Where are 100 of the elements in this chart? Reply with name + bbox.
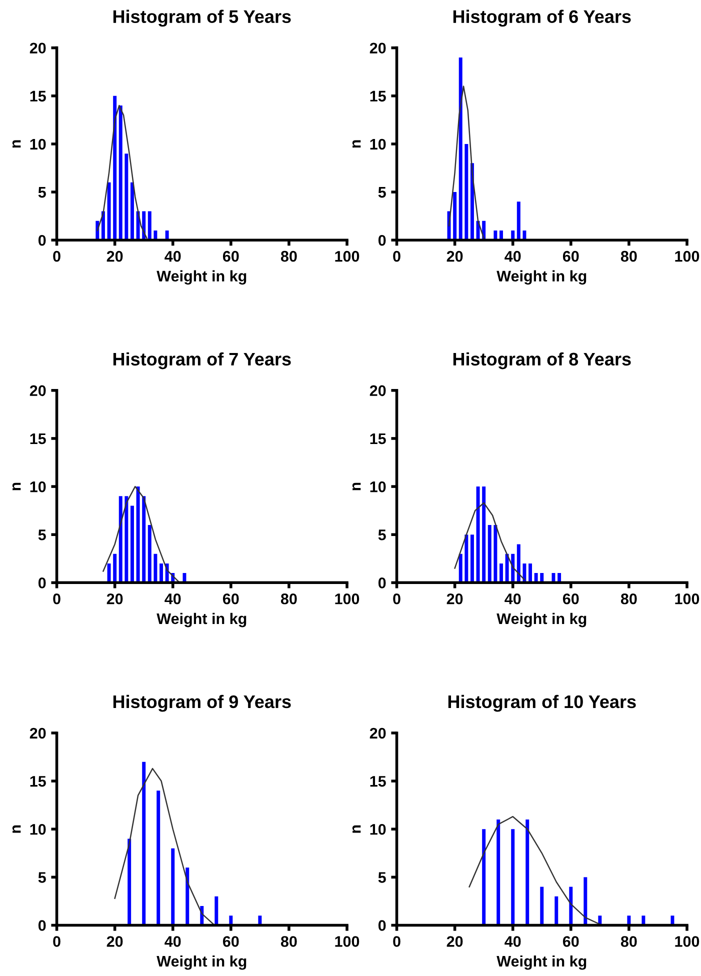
y-tick-label: 15 — [370, 776, 386, 787]
bar — [511, 829, 515, 926]
bar — [107, 563, 111, 583]
bar — [171, 848, 175, 926]
x-tick-label: 60 — [562, 936, 579, 947]
y-tick-label: 10 — [30, 481, 46, 492]
chart-title: Histogram of 10 Years — [448, 694, 636, 712]
bar — [453, 192, 457, 240]
x-tick-label: 60 — [562, 593, 579, 604]
line-series — [102, 486, 180, 582]
line-series — [448, 86, 484, 239]
x-tick-label: 100 — [675, 593, 700, 604]
bar — [154, 554, 158, 583]
bar — [500, 563, 503, 583]
chart-title: Histogram of 7 Years — [113, 352, 291, 370]
bar — [124, 154, 128, 240]
bar — [148, 211, 152, 240]
x-tick-label: 0 — [393, 250, 400, 262]
y-tick-label: 0 — [378, 920, 386, 931]
bar — [470, 534, 474, 583]
y-axis-title: n — [12, 825, 21, 833]
x-tick-label: 40 — [504, 936, 521, 947]
bar — [540, 886, 544, 926]
x-tick-label: 60 — [562, 250, 579, 262]
bar — [130, 506, 134, 583]
x-tick-label: 0 — [393, 593, 400, 604]
line-series — [468, 816, 601, 925]
x-tick-label: 20 — [106, 593, 123, 604]
bar — [458, 57, 462, 240]
bar — [464, 534, 468, 583]
y-tick-label: 20 — [30, 385, 46, 396]
x-axis-title: Weight in kg — [496, 270, 586, 285]
line-series — [114, 768, 214, 925]
bar — [528, 563, 532, 583]
bar — [584, 877, 588, 926]
y-axis-title: n — [12, 482, 21, 490]
y-tick-label: 15 — [370, 90, 386, 102]
bar — [476, 486, 480, 583]
y-tick-label: 15 — [370, 433, 386, 444]
bar — [148, 524, 152, 583]
x-axis-title: Weight in kg — [496, 612, 586, 628]
x-tick-label: 100 — [335, 593, 360, 604]
bar — [118, 496, 122, 583]
bar — [496, 820, 500, 926]
y-tick-label: 10 — [30, 824, 46, 835]
bar — [214, 896, 218, 926]
bar — [128, 838, 132, 926]
x-tick-label: 80 — [620, 593, 637, 604]
bar — [458, 554, 462, 583]
bar — [130, 182, 134, 240]
y-tick-label: 10 — [370, 481, 386, 492]
x-tick-label: 20 — [446, 593, 463, 604]
y-tick-label: 15 — [30, 433, 46, 444]
bar — [554, 896, 558, 926]
x-tick-label: 0 — [53, 936, 60, 947]
x-tick-label: 100 — [675, 936, 700, 947]
y-axis-title: n — [352, 482, 361, 490]
bar — [136, 486, 140, 583]
y-axis-title: n — [352, 140, 361, 148]
y-tick-label: 5 — [378, 872, 386, 883]
y-tick-label: 5 — [38, 530, 46, 540]
bar — [156, 790, 160, 926]
x-tick-label: 60 — [222, 250, 239, 262]
x-tick-label: 80 — [280, 936, 297, 947]
y-axis-title: n — [352, 825, 361, 833]
x-tick-label: 40 — [164, 250, 181, 262]
x-tick-label: 40 — [504, 250, 521, 262]
bar — [464, 144, 468, 240]
chart-title: Histogram of 9 Years — [113, 694, 291, 712]
bar — [113, 96, 117, 240]
bar — [186, 868, 190, 926]
y-tick-label: 5 — [378, 530, 386, 540]
y-tick-label: 0 — [378, 234, 386, 246]
y-tick-label: 20 — [370, 42, 386, 54]
bar — [482, 486, 486, 583]
x-tick-label: 40 — [504, 593, 521, 604]
bar — [516, 202, 520, 240]
y-tick-label: 10 — [370, 138, 386, 150]
y-tick-label: 0 — [38, 578, 46, 588]
line-series — [454, 502, 526, 580]
x-tick-label: 100 — [335, 936, 360, 947]
y-tick-label: 20 — [370, 728, 386, 739]
line-series — [96, 104, 148, 239]
bar — [124, 496, 128, 583]
y-tick-label: 10 — [370, 824, 386, 835]
bar — [118, 106, 122, 240]
y-tick-label: 20 — [30, 42, 46, 54]
y-tick-label: 5 — [38, 872, 46, 883]
bar — [494, 524, 498, 583]
y-tick-label: 0 — [38, 920, 46, 931]
x-tick-label: 60 — [222, 593, 239, 604]
y-tick-label: 15 — [30, 776, 46, 787]
x-tick-label: 100 — [335, 250, 360, 262]
x-tick-label: 40 — [164, 936, 181, 947]
chart-title: Histogram of 8 Years — [453, 352, 631, 370]
x-tick-label: 0 — [53, 593, 60, 604]
y-tick-label: 20 — [370, 385, 386, 396]
y-tick-label: 15 — [30, 90, 46, 102]
y-tick-label: 0 — [38, 234, 46, 246]
bar — [569, 886, 573, 926]
